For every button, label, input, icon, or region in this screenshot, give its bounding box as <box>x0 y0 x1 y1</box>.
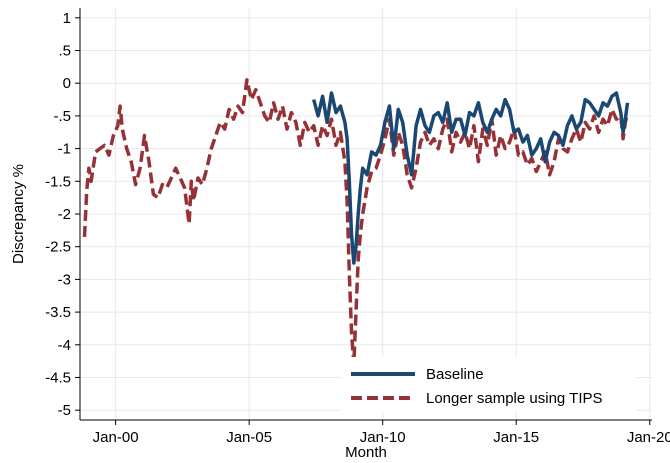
y-tick-label: 1 <box>63 10 71 27</box>
y-tick-label: .5 <box>58 43 71 60</box>
y-tick-label: -3 <box>58 271 71 288</box>
y-axis-title: Discrepancy % <box>10 164 27 264</box>
legend: Baseline Longer sample using TIPS <box>341 357 636 412</box>
x-tick-label: Jan-00 <box>93 429 139 446</box>
legend-label-baseline: Baseline <box>426 366 484 383</box>
y-tick-label: -5 <box>58 402 71 419</box>
x-ticks: Jan-00 Jan-05 Jan-10 Jan-15 Jan-20 <box>93 420 670 446</box>
y-ticks: 1 .5 0 -.5 -1 -1.5 -2 -2.5 -3 -3.5 -4 -4.5 -5 <box>45 10 80 419</box>
y-tick-label: -4.5 <box>45 369 71 386</box>
x-tick-label: Jan-05 <box>226 429 272 446</box>
y-tick-label: -1 <box>58 141 71 158</box>
y-tick-label: -4 <box>58 337 71 354</box>
grid-lines <box>80 8 652 420</box>
legend-label-tips: Longer sample using TIPS <box>426 390 603 407</box>
y-tick-label: -2.5 <box>45 239 71 256</box>
series-layer <box>82 78 630 367</box>
x-tick-label: Jan-15 <box>493 429 539 446</box>
series-line-baseline <box>312 91 630 265</box>
legend-box <box>341 357 636 412</box>
y-tick-label: -2 <box>58 206 71 223</box>
y-tick-label: -3.5 <box>45 304 71 321</box>
series-line-tips <box>82 78 630 367</box>
y-tick-label: -.5 <box>53 108 71 125</box>
y-tick-label: 0 <box>63 75 71 92</box>
y-tick-label: -1.5 <box>45 173 71 190</box>
x-axis-title: Month <box>345 444 387 461</box>
x-tick-label: Jan-10 <box>360 429 406 446</box>
x-tick-label: Jan-20 <box>627 429 670 446</box>
